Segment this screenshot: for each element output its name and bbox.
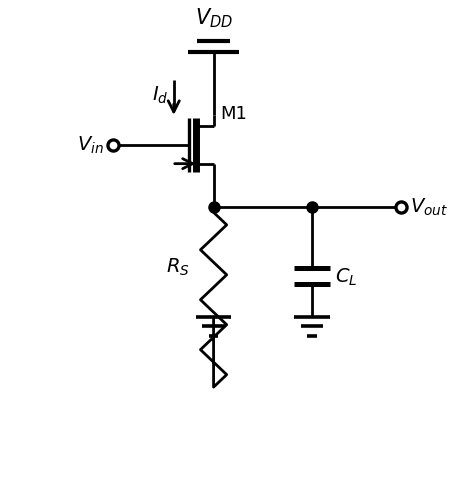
Text: $V_{out}$: $V_{out}$ [410,197,448,218]
Text: M1: M1 [220,105,247,122]
Text: $V_{DD}$: $V_{DD}$ [194,6,233,30]
Text: $R_S$: $R_S$ [166,256,190,278]
Text: $V_{in}$: $V_{in}$ [77,135,103,156]
Text: $I_d$: $I_d$ [152,84,168,106]
Text: $C_L$: $C_L$ [336,265,358,287]
